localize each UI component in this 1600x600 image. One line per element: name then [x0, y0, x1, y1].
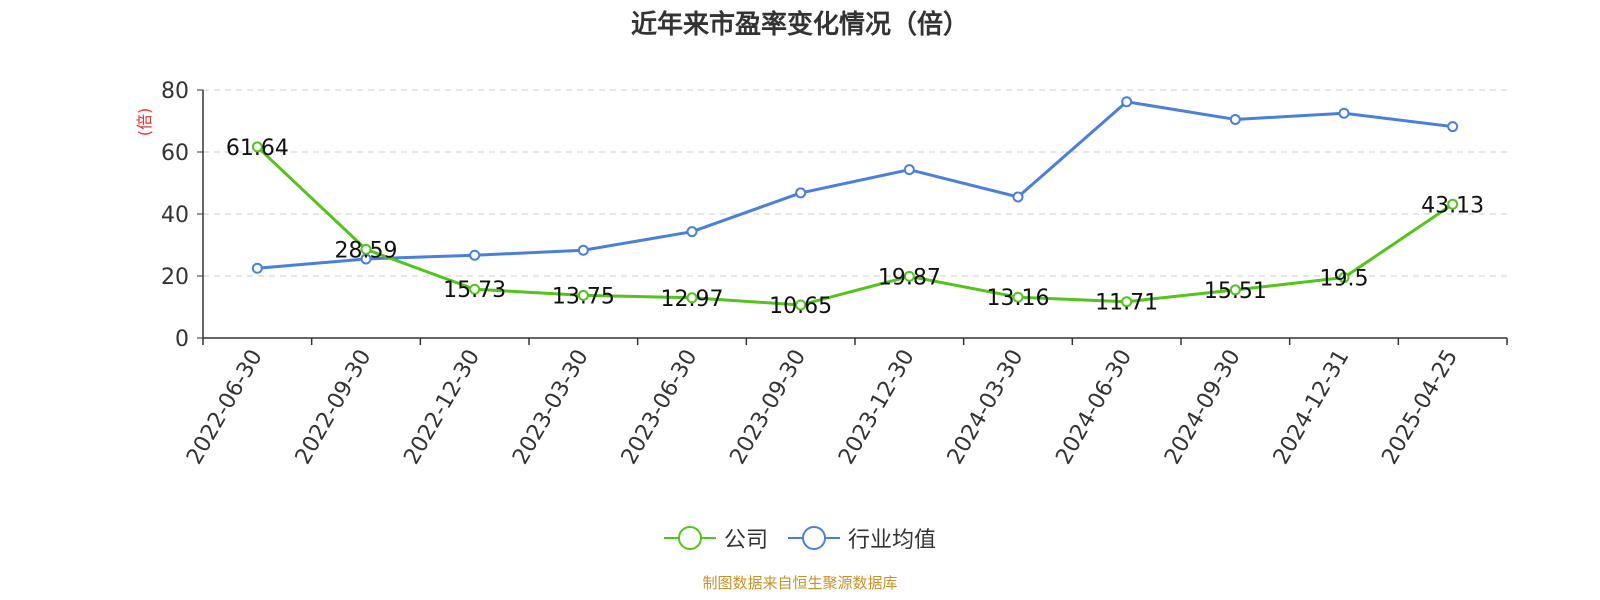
data-label-company: 28.59 — [335, 238, 398, 263]
x-tick-label: 2024-06-30 — [1051, 346, 1137, 469]
y-tick-label: 20 — [161, 265, 189, 290]
data-point-industry — [1229, 113, 1241, 125]
data-label-company: 19.87 — [878, 265, 941, 290]
x-tick-label: 2024-12-31 — [1269, 346, 1355, 469]
data-label-company: 11.71 — [1095, 291, 1158, 316]
data-point-company — [686, 292, 698, 304]
data-point-company — [1229, 284, 1241, 296]
data-point-company — [1338, 272, 1350, 284]
data-point-industry — [1012, 191, 1024, 203]
series-line-industry — [257, 100, 1453, 270]
chart-title: 近年来市盈率变化情况（倍） — [630, 10, 969, 40]
y-axis-label: (倍) — [135, 108, 154, 137]
data-label-company: 43.13 — [1421, 193, 1484, 218]
data-point-company — [1121, 296, 1133, 308]
x-tick-label: 2022-09-30 — [291, 346, 377, 469]
x-tick-label: 2024-03-30 — [943, 346, 1029, 469]
data-point-industry — [686, 226, 698, 238]
x-tick-label: 2023-06-30 — [617, 346, 703, 469]
x-tick-label: 2023-09-30 — [725, 346, 811, 469]
source-note: 制图数据来自恒生聚源数据库 — [702, 574, 898, 592]
series-line-company — [256, 145, 1454, 307]
data-point-industry — [469, 249, 481, 261]
x-tick-label: 2022-12-30 — [399, 345, 485, 468]
data-point-company — [903, 270, 915, 282]
data-point-industry — [577, 244, 589, 256]
legend-item-industry[interactable]: 行业均值 — [788, 522, 936, 554]
x-tick-label: 2025-04-25 — [1377, 346, 1463, 469]
data-point-company — [469, 283, 481, 295]
data-point-company — [1012, 291, 1024, 303]
data-label-company: 13.16 — [987, 286, 1050, 311]
x-tick-label: 2023-12-30 — [834, 345, 920, 468]
data-point-company — [1447, 198, 1459, 210]
data-point-industry — [1338, 107, 1350, 119]
data-label-company: 19.5 — [1320, 267, 1369, 292]
legend-industry-marker-icon — [788, 526, 840, 550]
data-point-company — [577, 289, 589, 301]
data-label-company: 12.97 — [661, 287, 724, 312]
data-label-company: 61.64 — [226, 136, 289, 161]
data-label-company: 13.75 — [552, 284, 615, 309]
data-point-industry — [903, 164, 915, 176]
legend-item-company[interactable]: 公司 — [663, 522, 768, 554]
data-point-company — [795, 299, 807, 311]
data-label-company: 15.51 — [1204, 279, 1267, 304]
data-label-company: 10.65 — [769, 294, 832, 319]
y-tick-label: 60 — [161, 141, 189, 166]
y-tick-label: 80 — [161, 79, 189, 104]
x-tick-label: 2024-09-30 — [1160, 346, 1246, 469]
legend: 公司 行业均值 — [0, 520, 1600, 556]
x-tick-label: 2022-06-30 — [182, 346, 268, 469]
legend-label-company: 公司 — [723, 528, 768, 553]
x-tick-label: 2023-03-30 — [508, 346, 594, 469]
data-point-industry — [1447, 121, 1459, 133]
data-point-company — [360, 243, 372, 255]
y-tick-label: 40 — [161, 203, 189, 228]
legend-company-marker-icon — [663, 526, 716, 550]
data-label-company: 15.73 — [443, 278, 506, 303]
data-point-industry — [795, 187, 807, 199]
legend-label-industry: 行业均值 — [848, 528, 937, 553]
y-tick-label: 0 — [175, 327, 189, 352]
data-point-industry — [251, 262, 263, 274]
data-point-company — [251, 141, 263, 153]
data-point-industry — [1121, 96, 1133, 108]
